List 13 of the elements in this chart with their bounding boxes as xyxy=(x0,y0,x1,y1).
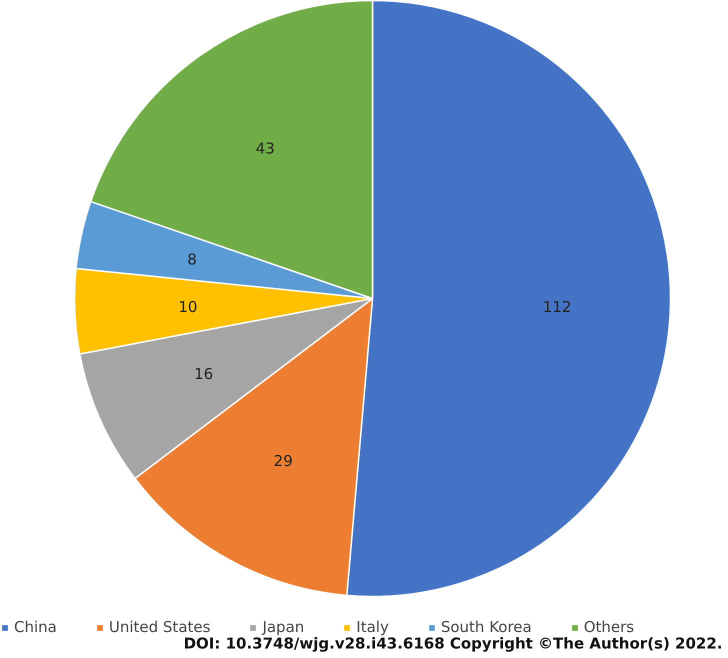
text: DOI: 10.3748/wjg.v28.i43.6168 Copyright ©The Author(s) 2022. xyxy=(184,634,723,652)
data-label: 112 xyxy=(542,298,572,316)
legend-label: China xyxy=(14,618,57,636)
data-label: 29 xyxy=(274,452,293,470)
legend-label: United States xyxy=(108,618,210,636)
legend-label: South Korea xyxy=(440,618,532,636)
data-label: 8 xyxy=(187,250,197,268)
legend-label: Others xyxy=(584,618,634,636)
data-label: 43 xyxy=(256,140,275,158)
data-label: 10 xyxy=(178,298,198,316)
legend-label: Japan xyxy=(262,618,304,636)
data-label: 16 xyxy=(194,364,214,383)
legend-label: Italy xyxy=(356,618,389,636)
